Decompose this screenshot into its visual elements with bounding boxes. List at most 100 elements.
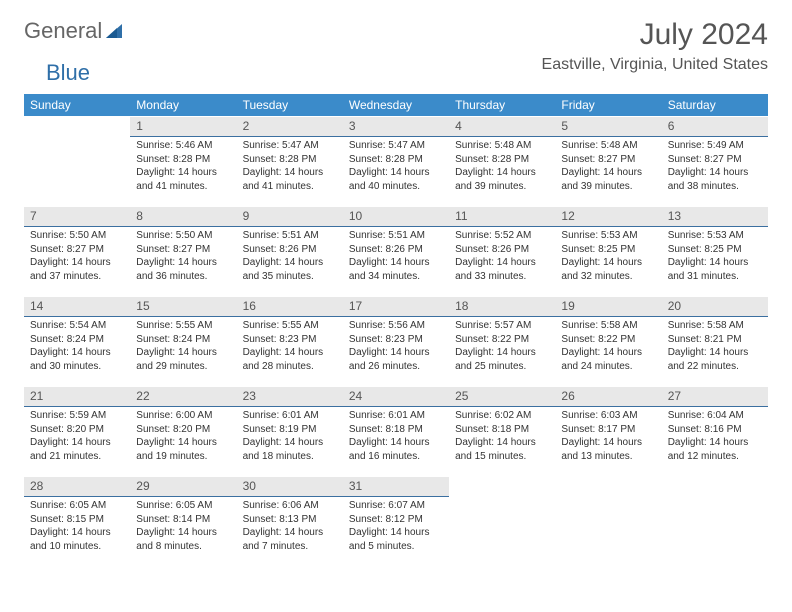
daylight-text: and 30 minutes. [30, 361, 124, 374]
day-body: Sunrise: 5:53 AMSunset: 8:25 PMDaylight:… [555, 227, 661, 288]
sunset-text: Sunset: 8:24 PM [136, 334, 230, 347]
day-body: Sunrise: 5:58 AMSunset: 8:21 PMDaylight:… [662, 317, 768, 378]
sunset-text: Sunset: 8:22 PM [561, 334, 655, 347]
day-number: 7 [24, 207, 130, 227]
day-body: Sunrise: 5:56 AMSunset: 8:23 PMDaylight:… [343, 317, 449, 378]
sunrise-text: Sunrise: 5:50 AM [30, 230, 124, 243]
day-body: Sunrise: 5:48 AMSunset: 8:27 PMDaylight:… [555, 137, 661, 198]
day-number: 22 [130, 387, 236, 407]
brand-logo: General [24, 18, 126, 44]
daylight-text: and 35 minutes. [243, 271, 337, 284]
calendar-cell: 13Sunrise: 5:53 AMSunset: 8:25 PMDayligh… [662, 207, 768, 297]
day-number: 18 [449, 297, 555, 317]
calendar-cell: 30Sunrise: 6:06 AMSunset: 8:13 PMDayligh… [237, 477, 343, 567]
sunset-text: Sunset: 8:25 PM [668, 244, 762, 257]
sunrise-text: Sunrise: 5:56 AM [349, 320, 443, 333]
day-number: 19 [555, 297, 661, 317]
daylight-text: Daylight: 14 hours [455, 257, 549, 270]
daylight-text: and 24 minutes. [561, 361, 655, 374]
sunset-text: Sunset: 8:25 PM [561, 244, 655, 257]
daylight-text: Daylight: 14 hours [455, 167, 549, 180]
day-number: 8 [130, 207, 236, 227]
logo-sail-icon [104, 22, 126, 40]
daylight-text: and 31 minutes. [668, 271, 762, 284]
day-body: Sunrise: 5:52 AMSunset: 8:26 PMDaylight:… [449, 227, 555, 288]
daylight-text: Daylight: 14 hours [349, 167, 443, 180]
daylight-text: and 41 minutes. [243, 181, 337, 194]
day-number: 23 [237, 387, 343, 407]
day-header: Sunday [24, 94, 130, 117]
sunrise-text: Sunrise: 5:50 AM [136, 230, 230, 243]
calendar-cell: .. [555, 477, 661, 567]
daylight-text: Daylight: 14 hours [243, 167, 337, 180]
calendar-week: 7Sunrise: 5:50 AMSunset: 8:27 PMDaylight… [24, 207, 768, 297]
daylight-text: and 39 minutes. [561, 181, 655, 194]
day-number: 13 [662, 207, 768, 227]
day-body: Sunrise: 6:07 AMSunset: 8:12 PMDaylight:… [343, 497, 449, 558]
calendar-cell: 9Sunrise: 5:51 AMSunset: 8:26 PMDaylight… [237, 207, 343, 297]
sunrise-text: Sunrise: 5:51 AM [349, 230, 443, 243]
title-block: July 2024 Eastville, Virginia, United St… [542, 18, 768, 74]
day-body: Sunrise: 5:58 AMSunset: 8:22 PMDaylight:… [555, 317, 661, 378]
sunrise-text: Sunrise: 5:58 AM [668, 320, 762, 333]
calendar-cell: 29Sunrise: 6:05 AMSunset: 8:14 PMDayligh… [130, 477, 236, 567]
daylight-text: and 41 minutes. [136, 181, 230, 194]
sunset-text: Sunset: 8:14 PM [136, 514, 230, 527]
day-body: Sunrise: 6:06 AMSunset: 8:13 PMDaylight:… [237, 497, 343, 558]
daylight-text: Daylight: 14 hours [136, 257, 230, 270]
daylight-text: Daylight: 14 hours [349, 437, 443, 450]
calendar-cell: 4Sunrise: 5:48 AMSunset: 8:28 PMDaylight… [449, 117, 555, 207]
sunrise-text: Sunrise: 5:55 AM [136, 320, 230, 333]
sunrise-text: Sunrise: 5:58 AM [561, 320, 655, 333]
sunset-text: Sunset: 8:17 PM [561, 424, 655, 437]
sunrise-text: Sunrise: 6:02 AM [455, 410, 549, 423]
day-number: 31 [343, 477, 449, 497]
day-body: Sunrise: 6:05 AMSunset: 8:14 PMDaylight:… [130, 497, 236, 558]
day-body: Sunrise: 6:03 AMSunset: 8:17 PMDaylight:… [555, 407, 661, 468]
sunset-text: Sunset: 8:28 PM [349, 154, 443, 167]
sunset-text: Sunset: 8:24 PM [30, 334, 124, 347]
daylight-text: and 28 minutes. [243, 361, 337, 374]
calendar-cell: .. [449, 477, 555, 567]
day-number: 16 [237, 297, 343, 317]
daylight-text: and 12 minutes. [668, 451, 762, 464]
sunset-text: Sunset: 8:15 PM [30, 514, 124, 527]
sunset-text: Sunset: 8:19 PM [243, 424, 337, 437]
day-number: 25 [449, 387, 555, 407]
sunset-text: Sunset: 8:21 PM [668, 334, 762, 347]
sunrise-text: Sunrise: 5:52 AM [455, 230, 549, 243]
calendar-cell: .. [662, 477, 768, 567]
sunrise-text: Sunrise: 5:46 AM [136, 140, 230, 153]
day-number: 12 [555, 207, 661, 227]
sunset-text: Sunset: 8:26 PM [349, 244, 443, 257]
calendar-cell: 7Sunrise: 5:50 AMSunset: 8:27 PMDaylight… [24, 207, 130, 297]
day-body: Sunrise: 6:01 AMSunset: 8:18 PMDaylight:… [343, 407, 449, 468]
calendar-body: ..1Sunrise: 5:46 AMSunset: 8:28 PMDaylig… [24, 117, 768, 567]
sunset-text: Sunset: 8:20 PM [30, 424, 124, 437]
calendar-cell: 25Sunrise: 6:02 AMSunset: 8:18 PMDayligh… [449, 387, 555, 477]
sunrise-text: Sunrise: 5:54 AM [30, 320, 124, 333]
calendar-header-row: SundayMondayTuesdayWednesdayThursdayFrid… [24, 94, 768, 117]
daylight-text: and 29 minutes. [136, 361, 230, 374]
daylight-text: and 39 minutes. [455, 181, 549, 194]
sunset-text: Sunset: 8:27 PM [668, 154, 762, 167]
daylight-text: Daylight: 14 hours [668, 437, 762, 450]
daylight-text: and 38 minutes. [668, 181, 762, 194]
daylight-text: and 19 minutes. [136, 451, 230, 464]
calendar-cell: 26Sunrise: 6:03 AMSunset: 8:17 PMDayligh… [555, 387, 661, 477]
sunset-text: Sunset: 8:26 PM [455, 244, 549, 257]
day-number: 24 [343, 387, 449, 407]
daylight-text: Daylight: 14 hours [136, 437, 230, 450]
day-body: Sunrise: 5:54 AMSunset: 8:24 PMDaylight:… [24, 317, 130, 378]
daylight-text: and 10 minutes. [30, 541, 124, 554]
daylight-text: and 40 minutes. [349, 181, 443, 194]
day-body: Sunrise: 6:00 AMSunset: 8:20 PMDaylight:… [130, 407, 236, 468]
calendar-cell: 2Sunrise: 5:47 AMSunset: 8:28 PMDaylight… [237, 117, 343, 207]
sunset-text: Sunset: 8:13 PM [243, 514, 337, 527]
day-number: 29 [130, 477, 236, 497]
daylight-text: Daylight: 14 hours [30, 347, 124, 360]
daylight-text: and 33 minutes. [455, 271, 549, 284]
calendar-cell: 27Sunrise: 6:04 AMSunset: 8:16 PMDayligh… [662, 387, 768, 477]
calendar-cell: 8Sunrise: 5:50 AMSunset: 8:27 PMDaylight… [130, 207, 236, 297]
brand-part1: General [24, 18, 102, 44]
